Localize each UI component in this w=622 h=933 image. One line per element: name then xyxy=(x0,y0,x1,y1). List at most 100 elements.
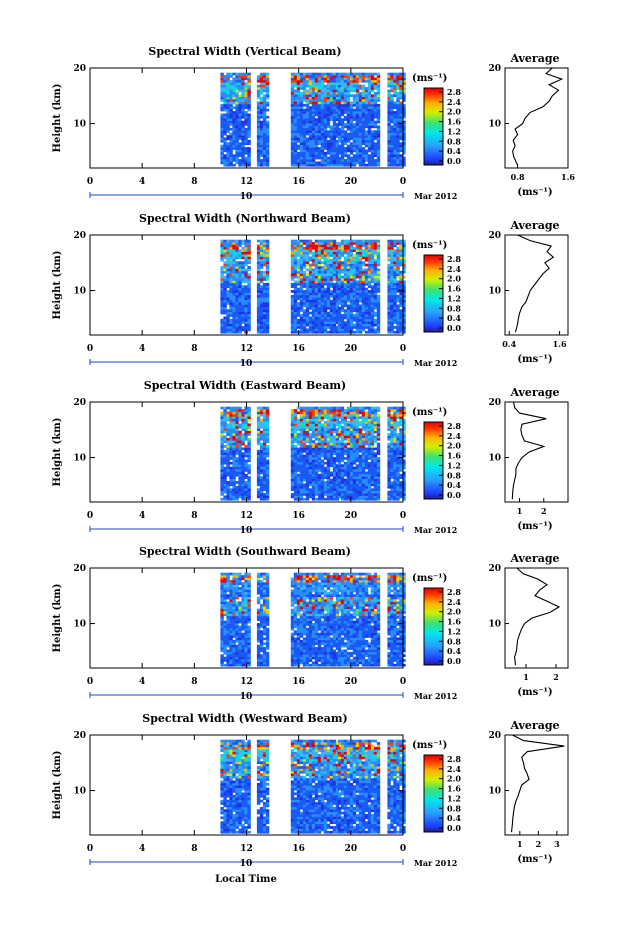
heatmap-cell xyxy=(387,78,390,81)
heatmap-cell xyxy=(324,498,327,501)
heatmap-cell xyxy=(247,295,250,298)
heatmap-cell xyxy=(350,240,353,243)
heatmap-cell xyxy=(362,329,365,332)
heatmap-cell xyxy=(353,145,356,148)
heatmap-cell xyxy=(353,94,356,97)
heatmap-cell xyxy=(232,99,235,102)
heatmap-cell xyxy=(220,254,223,257)
heatmap-cell xyxy=(341,305,344,308)
heatmap-cell xyxy=(235,491,238,494)
heatmap-cell xyxy=(291,249,294,252)
heatmap-cell xyxy=(263,162,266,165)
heatmap-cell xyxy=(390,297,393,300)
heatmap-cell xyxy=(232,297,235,300)
heatmap-cell xyxy=(241,121,244,124)
heatmap-cell xyxy=(226,109,229,112)
heatmap-cell xyxy=(377,99,380,102)
heatmap-cell xyxy=(244,424,247,427)
heatmap-cell xyxy=(324,331,327,334)
heatmap-cell xyxy=(333,293,336,296)
heatmap-cell xyxy=(226,126,229,129)
heatmap-cell xyxy=(306,114,309,117)
heatmap-cell xyxy=(235,147,238,150)
heatmap-cell xyxy=(333,460,336,463)
heatmap-cell xyxy=(226,261,229,264)
heatmap-cell xyxy=(315,157,318,160)
heatmap-cell xyxy=(220,85,223,88)
heatmap-cell xyxy=(257,424,260,427)
heatmap-cell xyxy=(294,498,297,501)
heatmap-cell xyxy=(247,488,250,491)
heatmap-cell xyxy=(330,307,333,310)
heatmap-cell xyxy=(244,111,247,114)
heatmap-cell xyxy=(321,162,324,165)
heatmap-cell xyxy=(238,460,241,463)
heatmap-cell xyxy=(344,302,347,305)
heatmap-cell xyxy=(387,319,390,322)
heatmap-cell xyxy=(338,109,341,112)
heatmap-cell xyxy=(266,85,269,88)
heatmap-cell xyxy=(344,130,347,133)
heatmap-cell xyxy=(327,476,330,479)
heatmap-cell xyxy=(371,97,374,100)
heatmap-cell xyxy=(377,90,380,93)
heatmap-cell xyxy=(390,106,393,109)
heatmap-cell xyxy=(359,73,362,76)
heatmap-cell xyxy=(291,464,294,467)
heatmap-cell xyxy=(338,302,341,305)
heatmap-cell xyxy=(223,317,226,320)
heatmap-cell xyxy=(330,159,333,162)
heatmap-cell xyxy=(359,99,362,102)
heatmap-cell xyxy=(244,448,247,451)
heatmap-cell xyxy=(232,467,235,470)
heatmap-cell xyxy=(309,295,312,298)
heatmap-cell xyxy=(396,264,399,267)
heatmap-cell xyxy=(235,305,238,308)
heatmap-cell xyxy=(263,448,266,451)
heatmap-cell xyxy=(315,111,318,114)
heatmap-cell xyxy=(303,162,306,165)
heatmap-cell xyxy=(303,433,306,436)
heatmap-cell xyxy=(241,414,244,417)
heatmap-cell xyxy=(359,273,362,276)
heatmap-cell xyxy=(247,312,250,315)
heatmap-cell xyxy=(260,92,263,95)
panel-title: Spectral Width (Northward Beam) xyxy=(139,212,351,225)
x-tick-label: 4 xyxy=(139,344,145,354)
heatmap-cell xyxy=(318,476,321,479)
heatmap-cell xyxy=(238,288,241,291)
heatmap-cell xyxy=(247,496,250,499)
heatmap-cell xyxy=(368,111,371,114)
heatmap-cell xyxy=(235,278,238,281)
heatmap-cell xyxy=(312,288,315,291)
heatmap-cell xyxy=(241,488,244,491)
heatmap-cell xyxy=(247,305,250,308)
heatmap-cell xyxy=(229,87,232,90)
heatmap-cell xyxy=(324,73,327,76)
heatmap-cell xyxy=(333,140,336,143)
heatmap-cell xyxy=(263,285,266,288)
heatmap-cell xyxy=(309,491,312,494)
heatmap-cell xyxy=(393,80,396,83)
heatmap-cell xyxy=(244,276,247,279)
heatmap-cell xyxy=(350,145,353,148)
heatmap-cell xyxy=(330,460,333,463)
heatmap-cell xyxy=(396,261,399,264)
heatmap-cell xyxy=(263,249,266,252)
heatmap-cell xyxy=(260,472,263,475)
heatmap-cell xyxy=(241,271,244,274)
heatmap-cell xyxy=(220,288,223,291)
heatmap-cell xyxy=(365,283,368,286)
heatmap-cell xyxy=(333,142,336,145)
heatmap-cell xyxy=(247,484,250,487)
heatmap-cell xyxy=(300,460,303,463)
heatmap-cell xyxy=(306,312,309,315)
heatmap-cell xyxy=(220,474,223,477)
heatmap-cell xyxy=(247,109,250,112)
heatmap-cell xyxy=(347,297,350,300)
heatmap-cell xyxy=(244,150,247,153)
heatmap-cell xyxy=(330,104,333,107)
heatmap-cell xyxy=(306,138,309,141)
heatmap-cell xyxy=(327,111,330,114)
heatmap-cell xyxy=(247,259,250,262)
